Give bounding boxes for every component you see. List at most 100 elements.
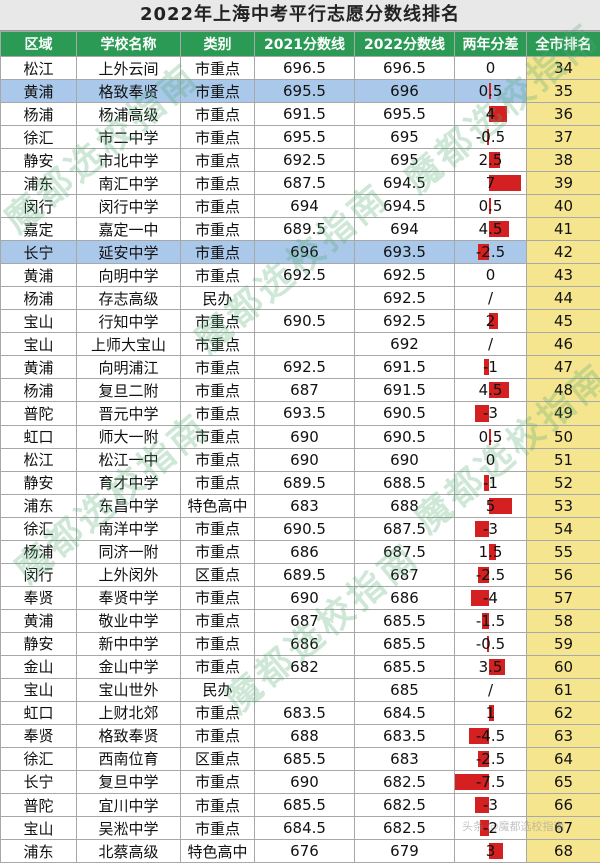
diff-cell: / xyxy=(455,678,527,701)
diff-cell: -2.5 xyxy=(455,241,527,264)
school-cell: 格致奉贤 xyxy=(77,80,181,103)
district-cell: 徐汇 xyxy=(1,747,77,770)
score-2022-cell: 685.5 xyxy=(355,609,455,632)
rank-cell: 39 xyxy=(527,172,600,195)
type-cell: 市重点 xyxy=(181,586,255,609)
score-2022-cell: 694.5 xyxy=(355,172,455,195)
type-cell: 市重点 xyxy=(181,655,255,678)
school-cell: 存志高级 xyxy=(77,287,181,310)
diff-cell: 0.5 xyxy=(455,80,527,103)
score-2021-cell: 692.5 xyxy=(255,149,355,172)
rank-cell: 50 xyxy=(527,425,600,448)
diff-value: 3.5 xyxy=(479,658,503,676)
score-2021-cell: 692.5 xyxy=(255,264,355,287)
rank-cell: 45 xyxy=(527,310,600,333)
header-rank: 全市排名 xyxy=(527,32,600,57)
diff-cell: 5 xyxy=(455,494,527,517)
diff-cell: -2.5 xyxy=(455,563,527,586)
school-cell: 行知中学 xyxy=(77,310,181,333)
diff-cell: 0.5 xyxy=(455,425,527,448)
district-cell: 长宁 xyxy=(1,770,77,793)
diff-value: -4 xyxy=(483,589,498,607)
district-cell: 普陀 xyxy=(1,402,77,425)
school-cell: 金山中学 xyxy=(77,655,181,678)
score-2021-cell: 695.5 xyxy=(255,126,355,149)
diff-cell: -2.5 xyxy=(455,747,527,770)
rank-cell: 49 xyxy=(527,402,600,425)
score-2022-cell: 682.5 xyxy=(355,794,455,817)
header-row: 区域 学校名称 类别 2021分数线 2022分数线 两年分差 全市排名 xyxy=(1,32,600,57)
school-cell: 向明中学 xyxy=(77,264,181,287)
rank-cell: 42 xyxy=(527,241,600,264)
rank-cell: 44 xyxy=(527,287,600,310)
score-2021-cell: 689.5 xyxy=(255,563,355,586)
type-cell: 市重点 xyxy=(181,264,255,287)
rank-cell: 53 xyxy=(527,494,600,517)
rank-cell: 43 xyxy=(527,264,600,287)
type-cell: 特色高中 xyxy=(181,840,255,863)
score-2022-cell: 690 xyxy=(355,448,455,471)
district-cell: 杨浦 xyxy=(1,287,77,310)
diff-value: -3 xyxy=(483,520,498,538)
score-2021-cell: 686 xyxy=(255,632,355,655)
district-cell: 黄浦 xyxy=(1,80,77,103)
district-cell: 金山 xyxy=(1,655,77,678)
score-2022-cell: 683.5 xyxy=(355,724,455,747)
score-2021-cell: 690.5 xyxy=(255,517,355,540)
score-2022-cell: 687.5 xyxy=(355,540,455,563)
diff-cell: 1 xyxy=(455,701,527,724)
rank-cell: 55 xyxy=(527,540,600,563)
diff-value: 0 xyxy=(486,59,496,77)
type-cell: 区重点 xyxy=(181,747,255,770)
rank-cell: 40 xyxy=(527,195,600,218)
score-2021-cell: 693.5 xyxy=(255,402,355,425)
district-cell: 松江 xyxy=(1,57,77,80)
score-2022-cell: 695.5 xyxy=(355,103,455,126)
type-cell: 市重点 xyxy=(181,195,255,218)
score-2021-cell: 690 xyxy=(255,448,355,471)
district-cell: 黄浦 xyxy=(1,609,77,632)
diff-cell: 4.5 xyxy=(455,379,527,402)
type-cell: 市重点 xyxy=(181,609,255,632)
school-cell: 复旦中学 xyxy=(77,770,181,793)
score-2021-cell: 689.5 xyxy=(255,471,355,494)
score-2022-cell: 688 xyxy=(355,494,455,517)
district-cell: 闵行 xyxy=(1,195,77,218)
rank-cell: 58 xyxy=(527,609,600,632)
score-2022-cell: 694.5 xyxy=(355,195,455,218)
diff-value: -2.5 xyxy=(476,566,505,584)
score-2022-cell: 682.5 xyxy=(355,817,455,840)
school-cell: 吴淞中学 xyxy=(77,817,181,840)
district-cell: 松江 xyxy=(1,448,77,471)
diff-value: 4.5 xyxy=(479,220,503,238)
diff-cell: 3.5 xyxy=(455,655,527,678)
header-2022: 2022分数线 xyxy=(355,32,455,57)
diff-cell: -3 xyxy=(455,794,527,817)
rank-cell: 56 xyxy=(527,563,600,586)
diff-value: -1 xyxy=(483,474,498,492)
type-cell: 区重点 xyxy=(181,563,255,586)
district-cell: 宝山 xyxy=(1,678,77,701)
diff-cell: / xyxy=(455,333,527,356)
rank-cell: 59 xyxy=(527,632,600,655)
type-cell: 市重点 xyxy=(181,448,255,471)
score-2021-cell: 687.5 xyxy=(255,172,355,195)
diff-value: 4 xyxy=(486,105,496,123)
school-cell: 北蔡高级 xyxy=(77,840,181,863)
diff-cell: 0 xyxy=(455,57,527,80)
score-2022-cell: 685.5 xyxy=(355,632,455,655)
rank-cell: 35 xyxy=(527,80,600,103)
school-cell: 南汇中学 xyxy=(77,172,181,195)
